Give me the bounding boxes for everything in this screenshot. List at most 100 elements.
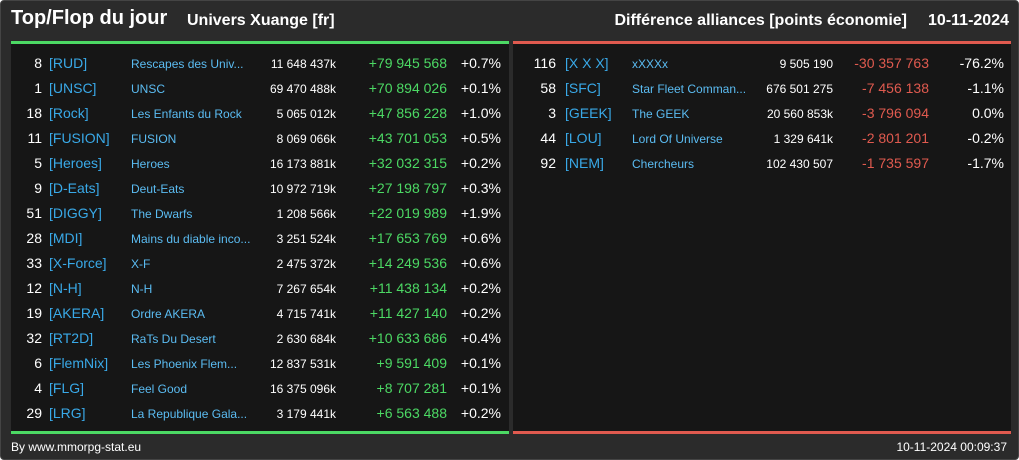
alliance-name-link[interactable]: The Dwarfs (131, 207, 193, 221)
alliance-tag-link[interactable]: [MDI] (49, 230, 83, 246)
list-item: 32 [RT2D] RaTs Du Desert 2 630 684k +10 633 … (11, 326, 509, 351)
alliance-rank: 6 (34, 355, 42, 371)
alliance-points: 1 208 566k (276, 207, 336, 221)
alliance-tag-link[interactable]: [FlemNix] (49, 355, 109, 371)
generated-timestamp: 10-11-2024 00:09:37 (896, 440, 1007, 454)
points-difference: -1 735 597 (862, 155, 929, 171)
alliance-name-link[interactable]: RaTs Du Desert (131, 332, 216, 346)
alliance-points: 10 972 719k (269, 182, 336, 196)
alliance-rank: 19 (26, 305, 42, 321)
alliance-tag-link[interactable]: [FUSION] (49, 130, 110, 146)
alliance-name-link[interactable]: Feel Good (131, 382, 188, 396)
alliance-name-link[interactable]: Les Phoenix Flem... (131, 357, 238, 371)
alliance-tag-link[interactable]: [X-Force] (49, 255, 107, 271)
alliance-name-link[interactable]: UNSC (131, 82, 166, 96)
points-difference: +9 591 409 (376, 355, 447, 371)
alliance-name-link[interactable]: La Republique Gala... (131, 407, 248, 421)
percent-change: -1.1% (967, 80, 1004, 96)
alliance-points: 11 648 437k (270, 57, 336, 71)
alliance-rank: 18 (26, 105, 42, 121)
percent-change: +0.7% (460, 55, 501, 71)
alliance-tag-link[interactable]: [FLG] (49, 380, 85, 396)
alliance-rank: 28 (26, 230, 42, 246)
points-difference: -30 357 763 (854, 55, 929, 71)
alliance-tag-link[interactable]: [X X X] (565, 55, 609, 71)
alliance-tag-link[interactable]: [Heroes] (49, 155, 102, 171)
list-item: 19 [AKERA] Ordre AKERA 4 715 741k +11 427 14… (11, 301, 509, 326)
ranking-subtitle: Différence alliances [points économie] (614, 12, 907, 29)
alliance-rank: 92 (540, 155, 556, 171)
points-difference: +11 438 134 (369, 280, 447, 296)
alliance-name-link[interactable]: Deut-Eats (131, 182, 185, 196)
alliance-points: 9 505 190 (779, 57, 833, 71)
alliance-points: 20 560 853k (766, 107, 833, 121)
alliance-name-link[interactable]: Chercheurs (632, 157, 695, 171)
percent-change: +0.1% (460, 355, 501, 371)
percent-change: +0.1% (460, 80, 501, 96)
alliance-tag-link[interactable]: [GEEK] (565, 105, 612, 121)
list-item: 4 [FLG] Feel Good 16 375 096k +8 707 281 +0.1… (11, 376, 509, 401)
percent-change: +1.0% (460, 105, 501, 121)
alliance-tag-link[interactable]: [AKERA] (49, 305, 105, 321)
alliance-name-link[interactable]: The GEEK (632, 107, 690, 121)
alliance-points: 2 475 372k (276, 257, 336, 271)
header-date: 10-11-2024 (928, 12, 1009, 29)
percent-change: +0.2% (460, 155, 501, 171)
alliance-tag-link[interactable]: [UNSC] (49, 80, 97, 96)
list-item: 5 [Heroes] Heroes 16 173 881k +32 032 315 +0.… (11, 151, 509, 176)
alliance-rank: 1 (34, 80, 42, 96)
alliance-name-link[interactable]: Ordre AKERA (131, 307, 206, 321)
alliance-name-link[interactable]: Rescapes des Univ... (131, 57, 244, 71)
points-difference: +14 249 536 (368, 255, 447, 271)
percent-change: +0.2% (460, 280, 501, 296)
list-item: 116 [X X X] xXXXx 9 505 190 -30 357 763 -76.2… (513, 51, 1011, 76)
percent-change: -0.2% (967, 130, 1004, 146)
points-difference: +32 032 315 (368, 155, 447, 171)
alliance-name-link[interactable]: N-H (131, 282, 153, 296)
page-title: Top/Flop du jour (11, 7, 168, 29)
alliance-tag-link[interactable]: [RUD] (49, 55, 88, 71)
alliance-points: 69 470 488k (269, 82, 336, 96)
alliance-rank: 8 (34, 55, 42, 71)
alliance-name-link[interactable]: FUSION (131, 132, 177, 146)
alliance-points: 4 715 741k (276, 307, 336, 321)
alliance-tag-link[interactable]: [SFC] (565, 80, 601, 96)
universe-label: Univers Xuange [fr] (187, 12, 335, 29)
alliance-points: 3 251 524k (276, 232, 336, 246)
points-difference: +27 198 797 (368, 180, 447, 196)
alliance-name-link[interactable]: xXXXx (632, 57, 669, 71)
alliance-name-link[interactable]: Star Fleet Comman... (632, 82, 747, 96)
alliance-name-link[interactable]: Mains du diable inco... (131, 232, 251, 246)
alliance-points: 5 065 012k (276, 107, 336, 121)
list-item: 33 [X-Force] X-F 2 475 372k +14 249 536 +0.6% (11, 251, 509, 276)
alliance-tag-link[interactable]: [D-Eats] (49, 180, 100, 196)
alliance-name-link[interactable]: Les Enfants du Rock (131, 107, 242, 121)
points-difference: +6 563 488 (376, 405, 447, 421)
alliance-points: 16 375 096k (269, 382, 336, 396)
list-item: 3 [GEEK] The GEEK 20 560 853k -3 796 094 0.0% (513, 101, 1011, 126)
points-difference: -2 801 201 (862, 130, 929, 146)
alliance-points: 676 501 275 (766, 82, 833, 96)
alliance-name-link[interactable]: X-F (131, 257, 151, 271)
percent-change: +0.5% (460, 130, 501, 146)
alliance-name-link[interactable]: Lord Of Universe (632, 132, 723, 146)
alliance-tag-link[interactable]: [Rock] (49, 105, 89, 121)
alliance-tag-link[interactable]: [RT2D] (49, 330, 94, 346)
alliance-tag-link[interactable]: [N-H] (49, 280, 82, 296)
alliance-points: 8 069 066k (276, 132, 336, 146)
alliance-name-link[interactable]: Heroes (131, 157, 170, 171)
list-item: 1 [UNSC] UNSC 69 470 488k +70 894 026 +0.1% (11, 76, 509, 101)
points-difference: -3 796 094 (862, 105, 929, 121)
alliance-rank: 51 (26, 205, 42, 221)
losers-bottom-bar (513, 431, 1011, 434)
alliance-tag-link[interactable]: [DIGGY] (49, 205, 102, 221)
list-item: 29 [LRG] La Republique Gala... 3 179 441k +6… (11, 401, 509, 426)
list-item: 8 [RUD] Rescapes des Univ... 11 648 437k +79… (11, 51, 509, 76)
top-gainers-list: 8 [RUD] Rescapes des Univ... 11 648 437k +79… (11, 51, 509, 426)
alliance-tag-link[interactable]: [NEM] (565, 155, 604, 171)
alliance-tag-link[interactable]: [LRG] (49, 405, 86, 421)
list-item: 92 [NEM] Chercheurs 102 430 507 -1 735 597 -1… (513, 151, 1011, 176)
percent-change: +0.6% (460, 230, 501, 246)
alliance-tag-link[interactable]: [LOU] (565, 130, 602, 146)
